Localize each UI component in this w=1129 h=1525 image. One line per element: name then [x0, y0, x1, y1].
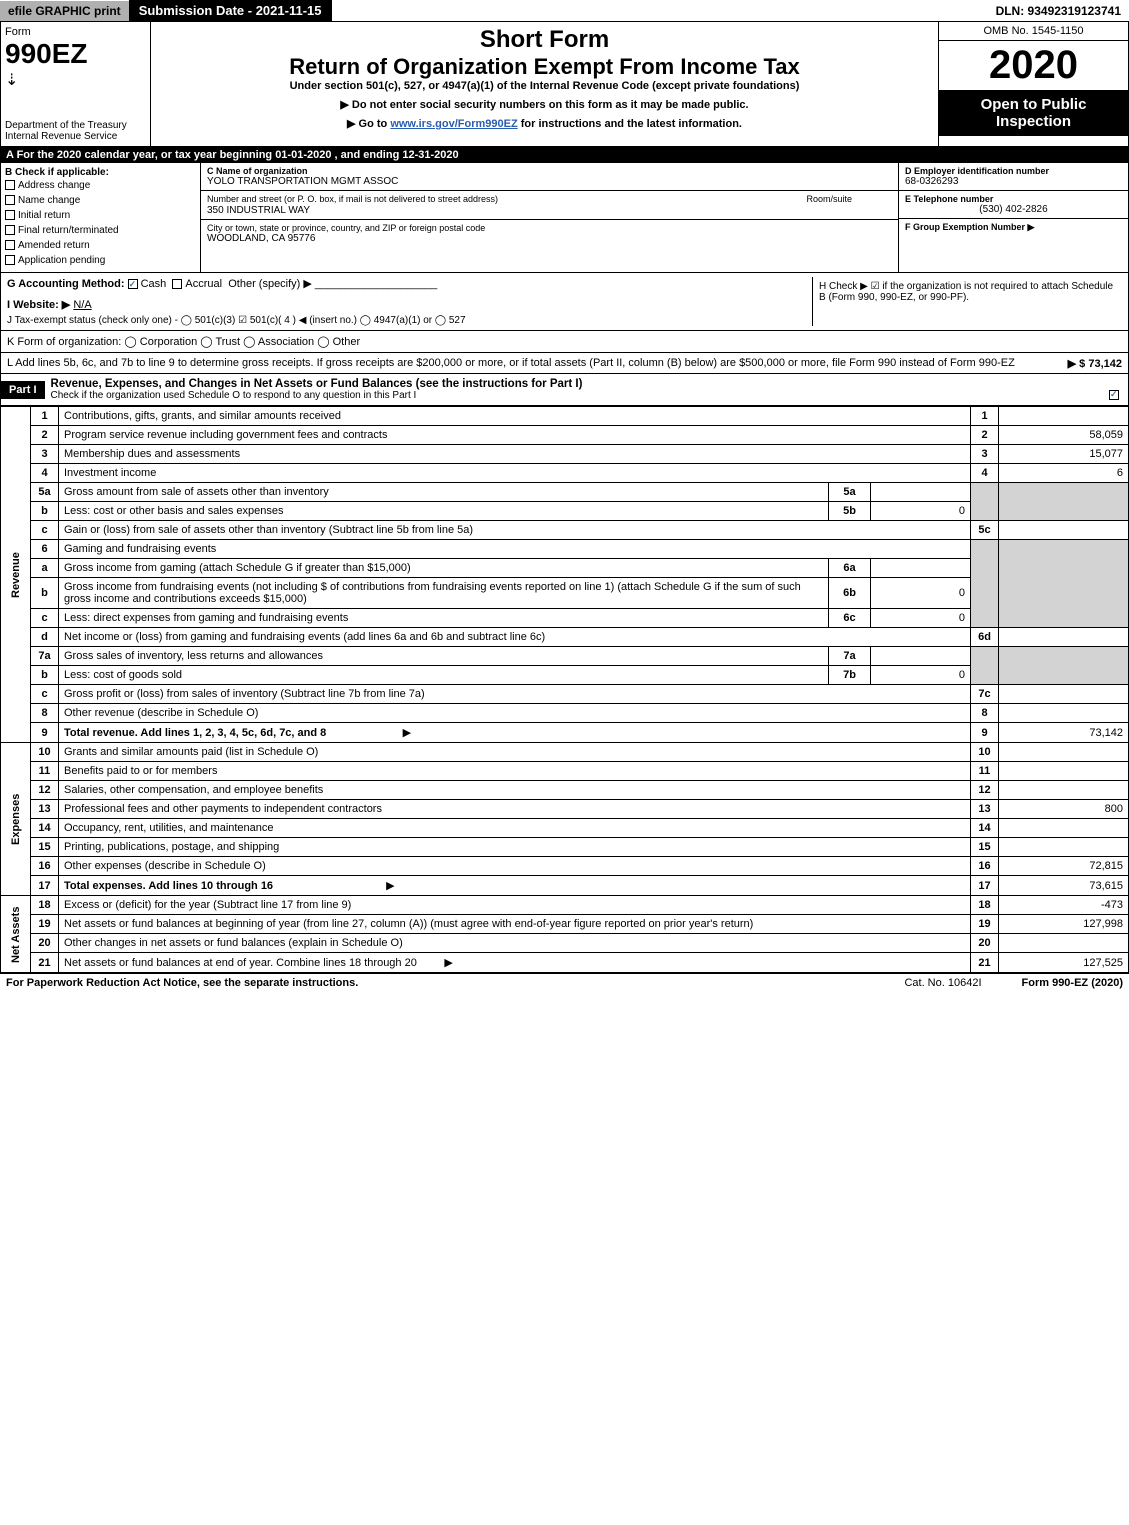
omb-number: OMB No. 1545-1150: [939, 22, 1128, 41]
part1-check-text: Check if the organization used Schedule …: [51, 390, 417, 401]
website-value: N/A: [73, 299, 91, 311]
cash-label: Cash: [141, 278, 167, 290]
line-l-amount: ▶ $ 73,142: [1068, 357, 1122, 370]
tax-year: 2020: [939, 41, 1128, 90]
box-b-title: B Check if applicable:: [5, 167, 196, 178]
row-desc: Contributions, gifts, grants, and simila…: [59, 407, 971, 426]
subtitle: Under section 501(c), 527, or 4947(a)(1)…: [155, 80, 934, 92]
cb-final-return[interactable]: Final return/terminated: [5, 223, 196, 238]
box-c-name: C Name of organization YOLO TRANSPORTATI…: [201, 163, 898, 191]
line-l-text: L Add lines 5b, 6c, and 7b to line 9 to …: [7, 357, 1015, 369]
goto-post: for instructions and the latest informat…: [518, 118, 742, 130]
box-def: D Employer identification number 68-0326…: [898, 163, 1128, 272]
group-exempt-label: F Group Exemption Number ▶: [905, 222, 1034, 232]
open-to-public: Open to Public Inspection: [939, 90, 1128, 136]
warning-line: ▶ Do not enter social security numbers o…: [155, 98, 934, 111]
org-name: YOLO TRANSPORTATION MGMT ASSOC: [207, 176, 892, 187]
website-label: I Website: ▶: [7, 299, 70, 311]
footer-left: For Paperwork Reduction Act Notice, see …: [6, 977, 358, 989]
submission-date: Submission Date - 2021-11-15: [129, 0, 332, 21]
box-c-label: C Name of organization: [207, 166, 892, 176]
page-footer: For Paperwork Reduction Act Notice, see …: [0, 973, 1129, 992]
line-k: K Form of organization: ◯ Corporation ◯ …: [0, 331, 1129, 353]
part1-header: Part I Revenue, Expenses, and Changes in…: [0, 374, 1129, 406]
section-a-period: A For the 2020 calendar year, or tax yea…: [0, 147, 1129, 163]
main-title: Return of Organization Exempt From Incom…: [155, 54, 934, 80]
header-right: OMB No. 1545-1150 2020 Open to Public In…: [938, 22, 1128, 146]
box-f: F Group Exemption Number ▶: [899, 219, 1128, 236]
form-label: Form: [5, 26, 146, 38]
box-c: C Name of organization YOLO TRANSPORTATI…: [201, 163, 898, 272]
cb-cash[interactable]: [128, 279, 138, 289]
ein-label: D Employer identification number: [905, 166, 1122, 176]
topbar: efile GRAPHIC print Submission Date - 20…: [0, 0, 1129, 21]
info-grid: B Check if applicable: Address change Na…: [0, 163, 1129, 273]
header-center: Short Form Return of Organization Exempt…: [151, 22, 938, 146]
header-left: Form 990EZ ⇣ Department of the Treasury …: [1, 22, 151, 146]
line-j: J Tax-exempt status (check only one) - ◯…: [7, 315, 812, 326]
street-value: 350 INDUSTRIAL WAY: [207, 205, 892, 216]
row-val: [999, 407, 1129, 426]
goto-pre: ▶ Go to: [347, 118, 390, 130]
row-box: 1: [971, 407, 999, 426]
line-l: L Add lines 5b, 6c, and 7b to line 9 to …: [0, 353, 1129, 374]
other-label: Other (specify) ▶: [228, 278, 312, 290]
line-g: G Accounting Method: Cash Accrual Other …: [7, 277, 812, 326]
part1-title-wrap: Revenue, Expenses, and Changes in Net As…: [45, 374, 1128, 405]
box-c-street: Number and street (or P. O. box, if mail…: [201, 191, 898, 220]
cb-application-pending[interactable]: Application pending: [5, 253, 196, 268]
form-header: Form 990EZ ⇣ Department of the Treasury …: [0, 21, 1129, 147]
cb-amended-return[interactable]: Amended return: [5, 238, 196, 253]
short-form-title: Short Form: [155, 26, 934, 54]
goto-line: ▶ Go to www.irs.gov/Form990EZ for instru…: [155, 117, 934, 130]
part1-title: Revenue, Expenses, and Changes in Net As…: [51, 378, 1122, 390]
box-c-city: City or town, state or province, country…: [201, 220, 898, 247]
line-h: H Check ▶ ☑ if the organization is not r…: [812, 277, 1122, 326]
dln: DLN: 93492319123741: [988, 1, 1129, 21]
efile-badge[interactable]: efile GRAPHIC print: [0, 1, 129, 21]
irs-label: Internal Revenue Service: [5, 131, 146, 142]
line-g-label: G Accounting Method:: [7, 278, 125, 290]
city-value: WOODLAND, CA 95776: [207, 233, 892, 244]
cb-name-change[interactable]: Name change: [5, 193, 196, 208]
line-g-h: G Accounting Method: Cash Accrual Other …: [0, 273, 1129, 331]
dept-treasury: Department of the Treasury: [5, 120, 146, 131]
box-b: B Check if applicable: Address change Na…: [1, 163, 201, 272]
irs-link[interactable]: www.irs.gov/Form990EZ: [390, 118, 517, 130]
box-d: D Employer identification number 68-0326…: [899, 163, 1128, 191]
city-label: City or town, state or province, country…: [207, 223, 892, 233]
revenue-side-label: Revenue: [1, 407, 31, 743]
netassets-side-label: Net Assets: [1, 896, 31, 973]
form-number: 990EZ: [5, 38, 146, 70]
revenue-table: Revenue 1 Contributions, gifts, grants, …: [0, 406, 1129, 973]
total-revenue-desc: Total revenue. Add lines 1, 2, 3, 4, 5c,…: [64, 727, 326, 739]
box-e: E Telephone number (530) 402-2826: [899, 191, 1128, 219]
accrual-label: Accrual: [185, 278, 222, 290]
net-eoy-desc: Net assets or fund balances at end of ye…: [64, 957, 417, 969]
cb-address-change[interactable]: Address change: [5, 178, 196, 193]
part1-schedule-o-checkbox[interactable]: [1109, 390, 1119, 400]
phone-label: E Telephone number: [905, 194, 1122, 204]
footer-center: Cat. No. 10642I: [904, 977, 981, 989]
footer-right: Form 990-EZ (2020): [1022, 977, 1123, 989]
cb-initial-return[interactable]: Initial return: [5, 208, 196, 223]
cb-accrual[interactable]: [172, 279, 182, 289]
ein-value: 68-0326293: [905, 176, 1122, 187]
row-num: 1: [31, 407, 59, 426]
street-label: Number and street (or P. O. box, if mail…: [207, 194, 498, 204]
part1-label: Part I: [1, 381, 45, 399]
total-expenses-desc: Total expenses. Add lines 10 through 16: [64, 880, 273, 892]
phone-value: (530) 402-2826: [905, 204, 1122, 215]
expenses-side-label: Expenses: [1, 743, 31, 896]
room-label: Room/suite: [806, 194, 852, 204]
